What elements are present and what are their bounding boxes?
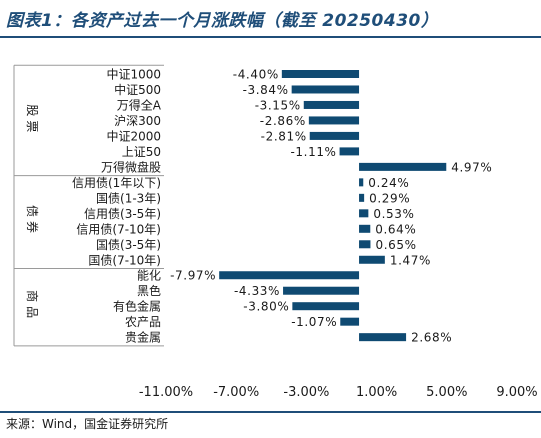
data-label: -3.80%	[243, 300, 289, 314]
bar	[292, 302, 360, 311]
category-label: 能化	[137, 269, 161, 283]
data-label: -4.33%	[234, 284, 280, 298]
data-label: -1.11%	[291, 145, 337, 159]
data-label: -2.81%	[261, 129, 307, 143]
category-label: 沪深300	[114, 114, 161, 128]
group-label: 商品	[25, 290, 40, 322]
x-tick-label: 5.00%	[426, 385, 467, 400]
x-tick-label: 9.00%	[496, 385, 537, 400]
bar	[339, 147, 360, 156]
category-label: 信用债(3-5年)	[84, 207, 161, 221]
bar	[359, 209, 369, 218]
data-label: 2.68%	[411, 331, 452, 345]
data-label: 0.29%	[369, 191, 410, 205]
data-label: 1.47%	[390, 253, 431, 267]
group-label: 债券	[25, 205, 40, 237]
bar	[308, 116, 360, 125]
category-label: 贵金属	[125, 330, 161, 345]
category-label: 信用债(1年以下)	[72, 176, 161, 190]
bar	[359, 162, 447, 171]
bar	[281, 70, 360, 78]
category-label: 中证1000	[106, 67, 161, 82]
category-label: 农产品	[125, 315, 161, 329]
data-label: 4.97%	[451, 160, 492, 174]
bar	[309, 131, 360, 140]
source-note: 来源：Wind，国金证券研究所	[6, 417, 169, 431]
title-divider	[0, 36, 541, 38]
category-label: 国债(1-3年)	[96, 191, 161, 205]
x-tick-label: -7.00%	[213, 385, 259, 400]
bar	[283, 286, 360, 295]
data-label: -3.15%	[255, 98, 301, 112]
footer-divider	[0, 411, 541, 413]
bar	[359, 178, 364, 187]
x-tick-label: 1.00%	[356, 385, 397, 400]
bar	[291, 85, 360, 94]
bar	[340, 317, 360, 326]
data-label: -3.84%	[243, 83, 289, 97]
bar	[303, 100, 360, 109]
category-label: 黑色	[137, 284, 161, 298]
chart-title: 图表1：各资产过去一个月涨跌幅（截至 20250430）	[6, 11, 439, 31]
data-label: 0.65%	[375, 238, 416, 252]
bar	[359, 193, 365, 202]
x-tick-label: -11.00%	[139, 385, 193, 400]
bar	[359, 224, 371, 233]
bar	[359, 240, 371, 249]
data-label: -2.86%	[260, 114, 306, 128]
data-label: -1.07%	[291, 315, 337, 329]
category-label: 万得全A	[117, 97, 162, 112]
category-label: 信用债(7-10年)	[76, 222, 161, 236]
category-label: 国债(3-5年)	[96, 238, 161, 252]
category-label: 有色金属	[113, 299, 161, 314]
data-label: 0.64%	[375, 222, 416, 236]
data-label: 0.24%	[368, 176, 409, 190]
x-tick-label: -3.00%	[283, 385, 329, 400]
group-label: 股票	[25, 104, 39, 136]
data-label: -7.97%	[170, 269, 216, 283]
category-label: 中证500	[114, 82, 161, 97]
category-label: 万得微盘股	[101, 159, 161, 174]
data-label: -4.40%	[233, 68, 279, 82]
category-label: 上证50	[122, 145, 161, 159]
bar	[359, 333, 407, 342]
bar	[359, 255, 385, 264]
bar	[219, 271, 360, 280]
data-label: 0.53%	[373, 207, 414, 221]
category-label: 中证2000	[106, 128, 161, 143]
category-label: 国债(7-10年)	[88, 253, 161, 267]
